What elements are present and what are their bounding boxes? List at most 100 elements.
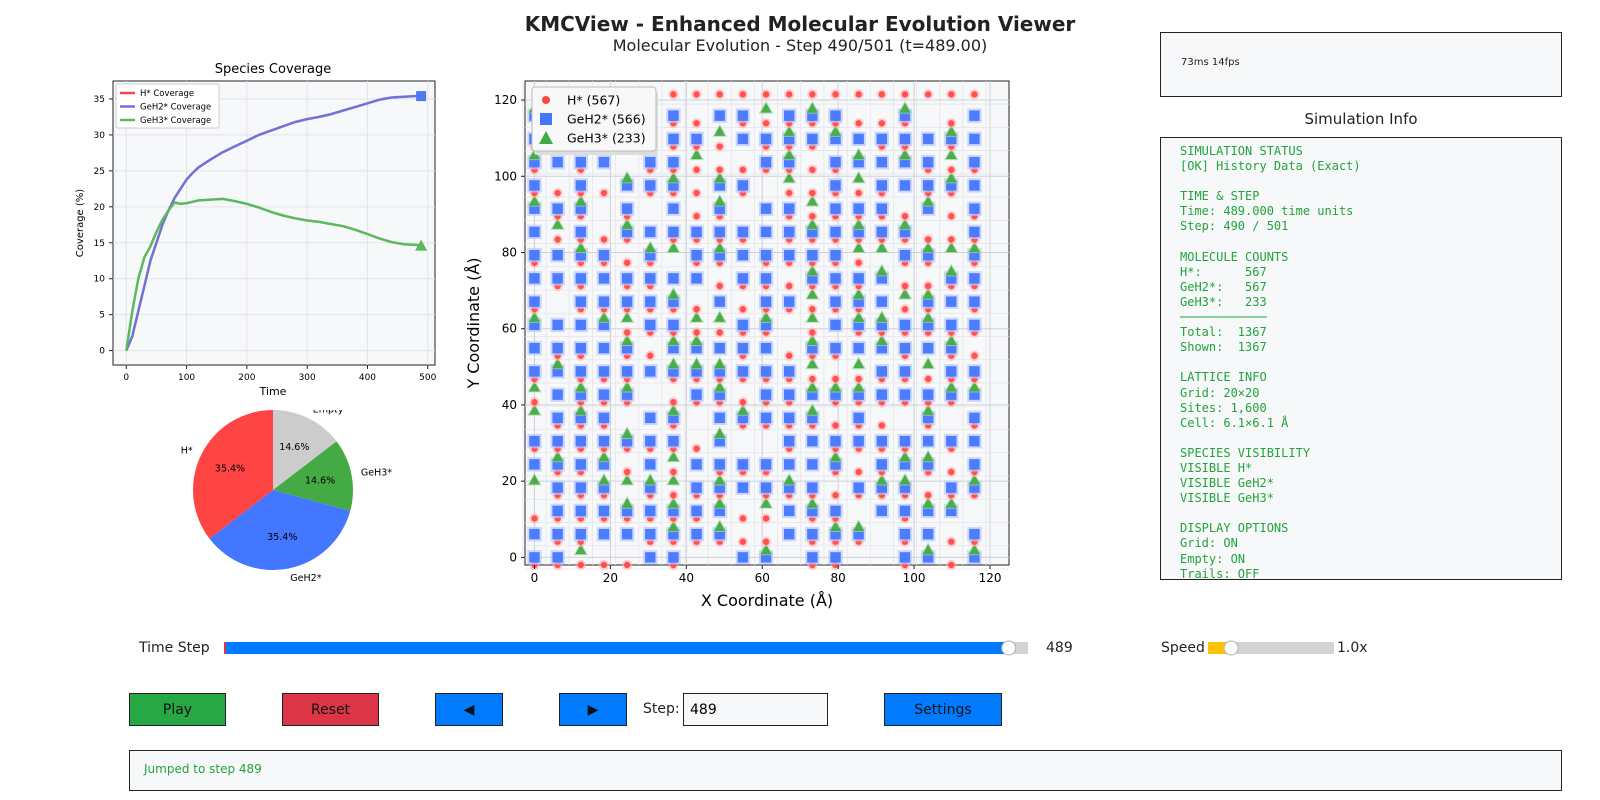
geh2-molecule <box>645 273 656 284</box>
geh2-molecule <box>668 528 679 540</box>
geh2-molecule <box>946 180 957 191</box>
geh3-molecule <box>714 172 726 183</box>
geh2-molecule <box>807 249 818 261</box>
geh2-molecule <box>922 342 934 354</box>
geh2-molecule <box>668 273 679 284</box>
lattice-x-label: X Coordinate (Å) <box>701 591 833 610</box>
geh2-molecule <box>784 226 795 238</box>
geh2-molecule <box>830 528 841 540</box>
time-step-handle[interactable] <box>1001 640 1017 656</box>
speed-slider[interactable] <box>1206 636 1336 660</box>
step-input[interactable] <box>683 693 828 726</box>
geh2-molecule <box>668 366 679 377</box>
geh3-molecule <box>691 311 703 322</box>
speed-value: 1.0x <box>1337 640 1368 656</box>
geh2-molecule <box>552 156 563 168</box>
geh2-molecule <box>691 249 702 261</box>
species-pie-chart: 14.6% Empty 14.6% GeH3* 35.4% GeH2* 35.4% H* <box>181 410 392 584</box>
step-back-button[interactable]: ◀ <box>435 693 503 726</box>
geh2-molecule <box>969 226 980 238</box>
coverage-x-label: Time <box>259 385 287 398</box>
h-molecule <box>739 166 747 173</box>
geh2-molecule <box>830 249 841 261</box>
speed-track[interactable] <box>1208 642 1334 654</box>
status-bar: Jumped to step 489 <box>129 750 1562 791</box>
geh2-molecule <box>853 528 864 540</box>
geh2-molecule <box>621 435 633 447</box>
geh2-molecule <box>668 180 679 191</box>
lattice-y-tick-label: 60 <box>502 322 517 336</box>
geh2-molecule <box>899 319 911 331</box>
geh3-molecule <box>528 474 540 485</box>
geh3-molecule <box>714 474 726 485</box>
h-molecule <box>670 399 677 406</box>
geh2-molecule <box>668 552 679 563</box>
geh2-molecule <box>621 366 633 377</box>
geh2-molecule <box>737 273 749 284</box>
geh3-molecule <box>853 242 865 253</box>
geh2-molecule <box>807 505 818 517</box>
pie-category-label: GeH2* <box>290 573 321 584</box>
geh2-molecule <box>714 226 725 238</box>
fps-readout: 73ms 14fps <box>1181 57 1240 68</box>
lattice-legend-marker-square <box>540 113 552 125</box>
pie-slice <box>209 490 351 570</box>
step-forward-button[interactable]: ▶ <box>559 693 627 726</box>
geh3-molecule <box>552 218 564 229</box>
coverage-y-tick-label: 20 <box>94 203 106 213</box>
coverage-y-tick-label: 15 <box>94 239 105 249</box>
geh3-molecule <box>621 428 633 439</box>
geh2-molecule <box>876 389 888 400</box>
geh3-molecule <box>853 218 865 229</box>
reset-button[interactable]: Reset <box>282 693 379 726</box>
geh3-molecule <box>830 451 842 462</box>
geh2-molecule <box>645 249 656 261</box>
fps-panel: 73ms 14fps <box>1160 32 1562 97</box>
lattice-y-tick-label: 100 <box>494 169 517 183</box>
h-molecule <box>809 166 816 173</box>
geh2-molecule <box>621 528 633 540</box>
h-molecule <box>623 259 631 266</box>
geh2-molecule <box>969 110 980 121</box>
lattice-legend-marker-triangle <box>539 131 553 144</box>
h-molecule <box>762 91 770 98</box>
geh3-molecule <box>876 311 888 322</box>
geh3-molecule <box>830 521 842 532</box>
h-molecule <box>739 91 747 98</box>
coverage-chart: Species Coverage 0 100 200 300 400 500 0 5 10 15 2… <box>75 62 437 398</box>
geh3-molecule <box>945 149 957 160</box>
geh2-molecule <box>784 203 795 214</box>
geh2-molecule <box>529 203 540 214</box>
time-step-slider[interactable] <box>222 636 1032 660</box>
h-molecule <box>971 352 978 359</box>
geh3-molecule <box>598 474 610 485</box>
geh2-molecule <box>645 180 656 191</box>
geh3-molecule <box>667 335 679 346</box>
coverage-x-tick-label: 0 <box>123 373 129 383</box>
h-molecule <box>809 375 816 383</box>
geh2-molecule <box>760 226 772 238</box>
play-button[interactable]: Play <box>129 693 226 726</box>
geh2-molecule <box>969 203 980 214</box>
geh3-molecule <box>945 265 957 276</box>
geh2-molecule <box>876 203 888 214</box>
geh2-molecule <box>876 273 888 284</box>
geh2-molecule <box>529 226 540 238</box>
geh2-molecule <box>899 156 911 168</box>
geh2-molecule <box>830 552 841 563</box>
settings-button[interactable]: Settings <box>884 693 1002 726</box>
plot-subtitle: Molecular Evolution - Step 490/501 (t=48… <box>612 36 988 55</box>
geh2-molecule <box>784 249 795 261</box>
geh2-molecule <box>529 342 540 354</box>
geh2-molecule <box>946 319 957 331</box>
h-molecule <box>762 515 770 522</box>
speed-handle[interactable] <box>1223 640 1239 656</box>
geh2-molecule <box>575 296 587 307</box>
geh2-molecule <box>552 552 563 563</box>
geh2-molecule <box>529 296 540 307</box>
geh2-molecule <box>784 156 795 168</box>
geh2-molecule <box>830 133 841 145</box>
geh2-molecule <box>598 366 610 377</box>
h-molecule <box>878 120 886 127</box>
geh2-molecule <box>621 342 633 354</box>
